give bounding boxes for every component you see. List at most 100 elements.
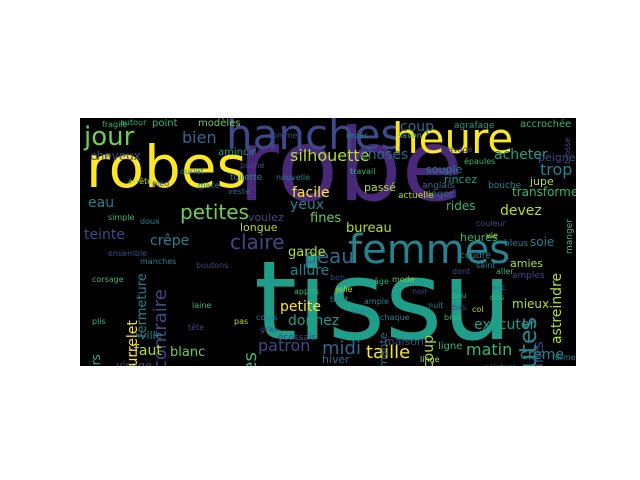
cloud-word: hiver — [322, 354, 350, 365]
cloud-word: longue — [240, 222, 277, 233]
cloud-word: appris — [294, 288, 319, 296]
cloud-word: repas — [346, 132, 368, 140]
cloud-word: amies — [510, 258, 543, 269]
cloud-word: travail — [350, 168, 375, 176]
cloud-word: dos — [490, 294, 504, 302]
cloud-word: agrafage — [454, 122, 494, 131]
cloud-word: épaules — [464, 158, 495, 166]
cloud-word: matin — [466, 342, 512, 358]
cloud-word: glace — [198, 182, 220, 190]
cloud-word: noir — [412, 288, 427, 296]
cloud-word: bleus — [504, 240, 528, 249]
cloud-word: bras — [444, 314, 461, 322]
cloud-word: fragile — [102, 121, 127, 129]
cloud-word: bouche — [488, 182, 521, 191]
cloud-word: choses — [360, 148, 408, 162]
cloud-word: jolie — [336, 286, 352, 294]
cloud-word: crêpe — [150, 234, 189, 248]
cloud-word: forme — [552, 354, 576, 362]
cloud-word: ville — [140, 330, 162, 341]
cloud-word: soie — [530, 236, 554, 248]
cloud-word: bureau — [346, 222, 392, 235]
cloud-word: allure — [290, 264, 329, 278]
cloud-word: cou — [452, 292, 466, 300]
cloud-word: nuit — [428, 302, 444, 310]
cloud-word: amincir — [218, 148, 255, 158]
cloud-word: bien — [182, 130, 217, 146]
cloud-word: chaque — [380, 314, 409, 322]
cloud-word: toilette — [230, 174, 262, 183]
cloud-word: savon — [398, 132, 422, 140]
cloud-word: visage — [116, 360, 152, 366]
cloud-word: anglais — [422, 182, 454, 191]
cloud-word: corsage — [92, 276, 124, 284]
cloud-word: saint — [476, 262, 496, 270]
cloud-word: arrête — [128, 178, 152, 186]
cloud-word: exécuter — [474, 318, 535, 332]
cloud-word: lavage — [446, 146, 473, 154]
cloud-word: aller — [496, 268, 514, 276]
cloud-word: vie — [486, 232, 498, 240]
cloud-word: bon — [330, 274, 345, 282]
cloud-word: couleur — [476, 220, 506, 228]
cloud-word: coudre — [460, 252, 491, 261]
cloud-word: plis — [92, 318, 106, 326]
cloud-word: claire — [230, 232, 284, 252]
cloud-word: garde — [288, 246, 326, 259]
cloud-word: actuelle — [398, 192, 434, 201]
cloud-word: sac — [492, 284, 505, 292]
cloud-word: corps — [256, 314, 278, 322]
cloud-word: poche — [240, 162, 264, 170]
cloud-word: yeux — [290, 198, 324, 212]
cloud-word: ligne — [438, 342, 462, 352]
cloud-word: petite — [280, 300, 321, 314]
cloud-word: nouvelle — [276, 174, 310, 182]
cloud-word: devez — [500, 204, 542, 218]
cloud-word: passé — [364, 182, 396, 193]
cloud-word: simple — [108, 214, 134, 222]
cloud-word: pas — [234, 318, 248, 326]
cloud-word: écossais — [278, 334, 316, 343]
cloud-word: main — [352, 308, 372, 316]
cloud-word: âge — [374, 278, 389, 286]
cloud-word: eau — [88, 196, 114, 210]
cloud-word: astreindre — [550, 273, 564, 344]
cloud-word: petites — [180, 202, 249, 222]
cloud-word: linge — [420, 356, 440, 364]
cloud-word: gras — [260, 326, 277, 334]
cloud-word: accrochée — [520, 120, 571, 130]
cloud-word: tête — [188, 324, 204, 332]
cloud-word: ceinture — [484, 364, 517, 366]
cloud-word: brosse — [564, 138, 572, 164]
cloud-word: rides — [446, 200, 476, 212]
cloud-word: silhouette — [290, 148, 370, 164]
cloud-word: charmante — [378, 332, 389, 366]
cloud-word: jupe — [530, 176, 554, 187]
cloud-word: sommeil — [268, 132, 302, 140]
cloud-word: modèles — [198, 119, 241, 129]
cloud-word: pied — [152, 180, 169, 188]
word-cloud: robetissurobessoirhanchesheurefemmesgain… — [80, 118, 576, 366]
cloud-word: doux — [140, 218, 160, 226]
cloud-word: dont — [452, 268, 470, 276]
cloud-word: amples — [512, 272, 545, 281]
cloud-word: fines — [310, 212, 341, 225]
cloud-word: veste — [228, 188, 250, 196]
cloud-word: col — [472, 306, 484, 314]
cloud-word: laine — [192, 302, 211, 310]
cloud-word: mieux — [512, 298, 549, 310]
cloud-word: donnez — [288, 314, 339, 328]
cloud-word: teint — [330, 296, 349, 304]
cloud-word: ourlet — [180, 168, 204, 176]
cloud-word: souvenirs — [90, 354, 102, 366]
cloud-word: teinte — [84, 228, 125, 242]
cloud-word: manger — [566, 219, 575, 254]
cloud-word: boutons — [196, 262, 228, 270]
cloud-word: manches — [140, 258, 176, 266]
cloud-word: cheveux — [90, 150, 141, 162]
cloud-word: ample — [364, 298, 389, 306]
cloud-word: blanc — [170, 346, 205, 359]
cloud-word: mode — [392, 276, 415, 284]
cloud-word: bas — [452, 304, 466, 312]
